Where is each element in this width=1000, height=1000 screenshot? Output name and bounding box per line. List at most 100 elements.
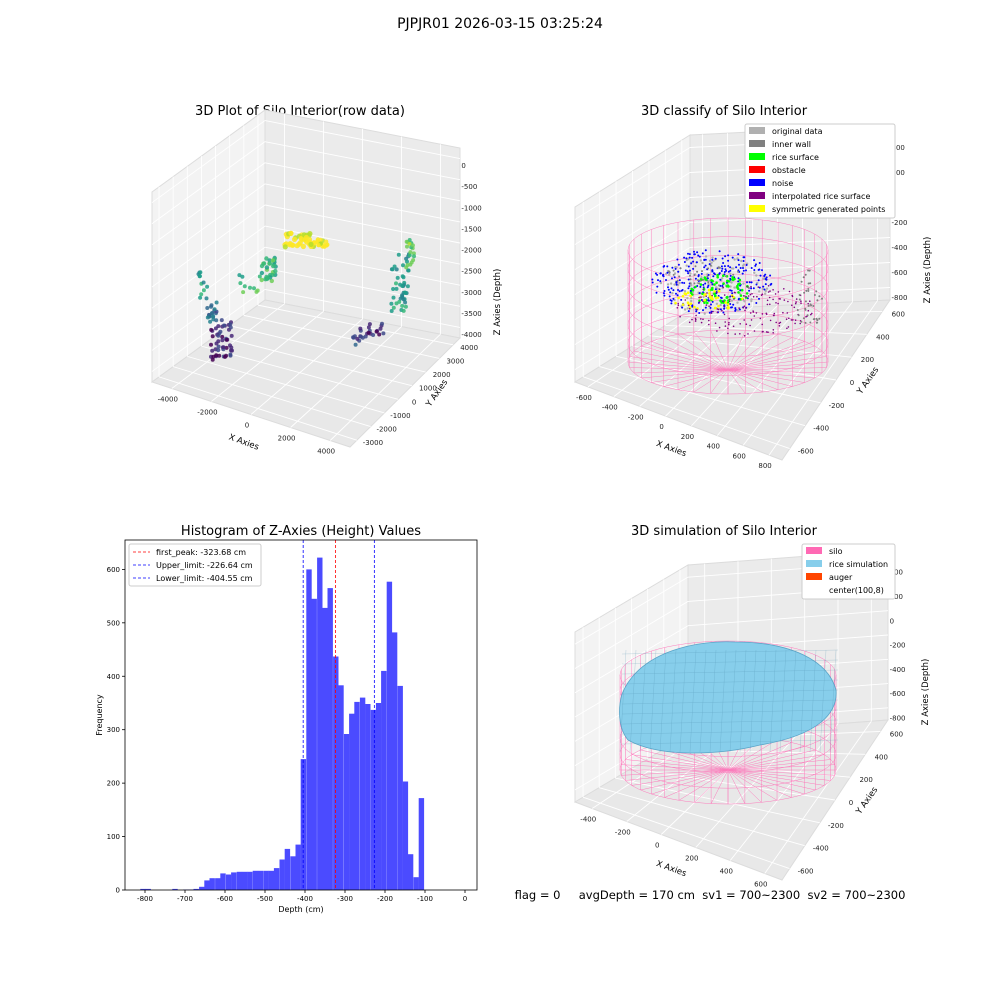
p2-point (736, 309, 740, 312)
p2-legend-swatch (749, 153, 765, 160)
p2-point (769, 290, 771, 292)
p2-point (777, 302, 779, 305)
p2-point (683, 256, 686, 259)
p4-mesh-line (621, 719, 839, 725)
p2-point (813, 294, 816, 296)
p2-point (684, 292, 688, 296)
p2-point (709, 264, 712, 267)
p2-grid-y (599, 366, 806, 427)
p3-bar (199, 886, 205, 890)
p2-point (675, 292, 677, 295)
p2-point (745, 323, 748, 326)
p2-point (669, 291, 672, 294)
p2-ztick: 400 (892, 144, 905, 152)
p2-point (757, 268, 760, 271)
p4-silo-spoke (640, 769, 729, 791)
p2-point (746, 281, 748, 284)
p2-point (764, 273, 767, 276)
p2-point (795, 301, 797, 303)
p1-point (407, 241, 412, 246)
p1-point (220, 334, 225, 339)
p2-silo-spoke (727, 367, 827, 371)
p2-point (697, 279, 699, 282)
p2-point (767, 331, 769, 334)
p2-point (680, 289, 683, 292)
p2-silo-spoke (727, 369, 763, 393)
p4-grid-z (574, 576, 689, 645)
p1-point (398, 282, 403, 287)
p2-point (663, 290, 666, 292)
p2-point (714, 288, 717, 291)
p2-ztick: -800 (892, 294, 908, 302)
p2-point (755, 263, 757, 266)
p2-grid-z (574, 222, 691, 295)
p2-point (782, 311, 784, 314)
p1-point (197, 274, 202, 279)
p2-grid-z (689, 237, 891, 248)
p2-point (688, 269, 691, 272)
p2-point (716, 330, 718, 332)
p1-point (392, 264, 397, 269)
p1-point (402, 290, 407, 295)
p4-mesh-line (629, 649, 637, 753)
p4-ytick: 200 (859, 776, 872, 784)
p2-legend-swatch (749, 127, 765, 134)
p3-bar (215, 878, 221, 890)
p1-pane-floor (150, 299, 462, 448)
p2-xtick: -400 (602, 404, 618, 412)
p2-point (794, 319, 797, 322)
p2-point (663, 265, 666, 267)
p2-point (689, 272, 692, 275)
p2-point (759, 317, 762, 320)
p2-point (687, 265, 690, 268)
p1-point (198, 270, 203, 275)
p2-point (726, 279, 730, 283)
p2-point (717, 266, 720, 269)
p2-point (715, 281, 718, 285)
p4-ztick: 0 (890, 617, 894, 625)
p1-grid-z (151, 141, 266, 225)
p2-point (670, 302, 673, 305)
p2-point (700, 299, 703, 301)
p2-point (674, 265, 677, 269)
p1-point (248, 285, 252, 290)
p2-point (698, 255, 701, 258)
p2-point (689, 274, 691, 277)
p2-point (670, 287, 673, 290)
p2-point (698, 292, 701, 295)
p2-silo-spoke (727, 369, 805, 383)
p2-point (777, 291, 780, 293)
p1-point (265, 275, 271, 280)
p2-point (688, 307, 691, 310)
p1-point (294, 243, 300, 249)
p2-point (677, 296, 680, 300)
figure-title: PJPJR01 2026-03-15 03:25:24 (397, 16, 603, 32)
p2-point (695, 261, 698, 264)
p2-point (701, 261, 704, 265)
p2-point (731, 306, 733, 309)
p4-mesh-line (699, 649, 707, 753)
p2-ytick: -400 (813, 425, 829, 433)
p4-mesh-line (709, 649, 717, 753)
p2-point (714, 322, 717, 325)
plot3-title: Histogram of Z-Axies (Height) Values (180, 524, 422, 539)
p2-point (722, 262, 725, 264)
p2-point (753, 271, 756, 274)
p2-point (659, 280, 662, 283)
p2-point (687, 272, 690, 275)
p2-point (750, 287, 753, 290)
p2-point (727, 306, 730, 310)
p4-silo-spoke (694, 769, 729, 803)
p2-point (657, 279, 659, 282)
p2-point (807, 269, 810, 272)
p2-point (671, 266, 674, 269)
p2-silo-spoke (727, 369, 793, 387)
p1-point (410, 243, 415, 248)
p2-point (796, 309, 799, 311)
p3-bar (375, 703, 382, 890)
p2-point (729, 298, 731, 301)
p2-point (718, 250, 721, 253)
p2-point (728, 300, 731, 303)
p4-mesh-line (769, 649, 777, 753)
p4-silo-spoke (727, 769, 816, 791)
